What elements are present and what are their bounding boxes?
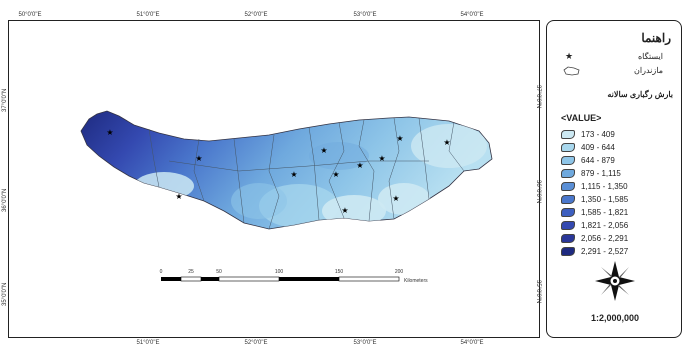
- legend-class-label: 1,585 - 1,821: [581, 208, 629, 217]
- scalebar-tick: 100: [275, 269, 284, 275]
- legend-swatch: [561, 130, 575, 139]
- station-marker: ★: [378, 154, 385, 163]
- legend-class-label: 1,821 - 2,056: [581, 221, 629, 230]
- legend-class-row: 1,115 - 1,350: [561, 181, 628, 192]
- station-marker: ★: [332, 170, 339, 179]
- legend-class-row: 1,821 - 2,056: [561, 220, 628, 231]
- scalebar-tick: 0: [160, 269, 163, 275]
- legend-class-label: 2,056 - 2,291: [581, 234, 629, 243]
- map-canvas[interactable]: ★ ★ ★ ★ ★ ★ ★ ★ ★ ★ ★ ★ 0 25 50 100 150: [9, 21, 539, 337]
- legend-swatch: [561, 195, 575, 204]
- legend-class-row: 409 - 644: [561, 142, 615, 153]
- legend-class-label: 644 - 879: [581, 156, 615, 165]
- legend-class-label: 173 - 409: [581, 130, 615, 139]
- province-outline-icon: [563, 66, 580, 76]
- scalebar-tick: 200: [395, 269, 404, 275]
- legend-swatch: [561, 182, 575, 191]
- scalebar-tick: 25: [188, 269, 194, 275]
- station-marker: ★: [290, 170, 297, 179]
- graticule-right-label: 35°0'0"N: [535, 280, 541, 304]
- legend-swatch: [561, 221, 575, 230]
- graticule-bottom-label: 51°0'0"E: [136, 340, 160, 346]
- legend-class-label: 1,350 - 1,585: [581, 195, 629, 204]
- legend-province-label: مازندران: [634, 66, 663, 75]
- station-marker: ★: [341, 206, 348, 215]
- station-marker: ★: [396, 134, 403, 143]
- scalebar-tick: 150: [335, 269, 344, 275]
- rainfall-zones: [134, 124, 487, 228]
- legend-class-label: 1,115 - 1,350: [581, 182, 628, 191]
- legend-swatch: [561, 156, 575, 165]
- legend-class-row: 173 - 409: [561, 129, 615, 140]
- legend-class-row: 879 - 1,115: [561, 168, 621, 179]
- stations: ★ ★ ★ ★ ★ ★ ★ ★ ★ ★ ★ ★: [106, 128, 450, 215]
- legend-swatch: [561, 208, 575, 217]
- graticule-right-label: 36°0'0"N: [535, 180, 541, 204]
- legend-class-row: 2,056 - 2,291: [561, 233, 628, 244]
- graticule-top-label: 53°0'0"E: [353, 12, 377, 18]
- station-marker: ★: [320, 146, 327, 155]
- map-scale-text: 1:2,000,000: [590, 313, 640, 323]
- north-arrow-icon: [595, 261, 635, 301]
- graticule-bottom-label: 52°0'0"E: [244, 340, 268, 346]
- station-marker: ★: [175, 192, 182, 201]
- legend-panel: راهنما ★ ایستگاه مازندران بارش رگباری سا…: [546, 20, 682, 338]
- graticule-top-label: 52°0'0"E: [244, 12, 268, 18]
- legend-class-row: 1,350 - 1,585: [561, 194, 628, 205]
- legend-title: راهنما: [641, 31, 671, 45]
- legend-station-label: ایستگاه: [637, 52, 663, 61]
- county-boundaries: [148, 117, 465, 230]
- legend-swatch: [561, 247, 575, 256]
- station-marker: ★: [392, 194, 399, 203]
- scalebar-unit: Kilometers: [404, 278, 428, 284]
- station-marker: ★: [443, 138, 450, 147]
- graticule-bottom-label: 54°0'0"E: [460, 340, 484, 346]
- graticule-left-label: 35°0'0"N: [2, 282, 8, 306]
- legend-value-header: <VALUE>: [561, 113, 602, 123]
- legend-swatch: [561, 169, 575, 178]
- legend-swatch: [561, 234, 575, 243]
- legend-swatch: [561, 143, 575, 152]
- station-marker: ★: [356, 161, 363, 170]
- station-marker: ★: [195, 154, 202, 163]
- legend-class-row: 644 - 879: [561, 155, 615, 166]
- graticule-right-label: 37°0'0"N: [535, 85, 541, 109]
- graticule-left-label: 37°0'0"N: [2, 88, 8, 112]
- legend-station-row: ★: [565, 52, 573, 62]
- graticule-left-label: 36°0'0"N: [2, 188, 8, 212]
- graticule-bottom-label: 53°0'0"E: [353, 340, 377, 346]
- legend-class-row: 1,585 - 1,821: [561, 207, 628, 218]
- station-star-icon: ★: [565, 52, 574, 62]
- legend-class-label: 409 - 644: [581, 143, 615, 152]
- graticule-top-label: 50°0'0"E: [18, 12, 42, 18]
- map-frame: ★ ★ ★ ★ ★ ★ ★ ★ ★ ★ ★ ★ 0 25 50 100 150: [8, 20, 540, 338]
- graticule-top-label: 54°0'0"E: [460, 12, 484, 18]
- legend-rainfall-heading: بارش رگباری سالانه: [607, 90, 673, 99]
- legend-class-label: 2,291 - 2,527: [581, 247, 629, 256]
- station-marker: ★: [106, 128, 113, 137]
- legend-class-row: 2,291 - 2,527: [561, 246, 628, 257]
- scale-bar: 0 25 50 100 150 200 Kilometers: [160, 269, 429, 284]
- graticule-top-label: 51°0'0"E: [136, 12, 160, 18]
- legend-class-label: 879 - 1,115: [581, 169, 621, 178]
- scalebar-tick: 50: [216, 269, 222, 275]
